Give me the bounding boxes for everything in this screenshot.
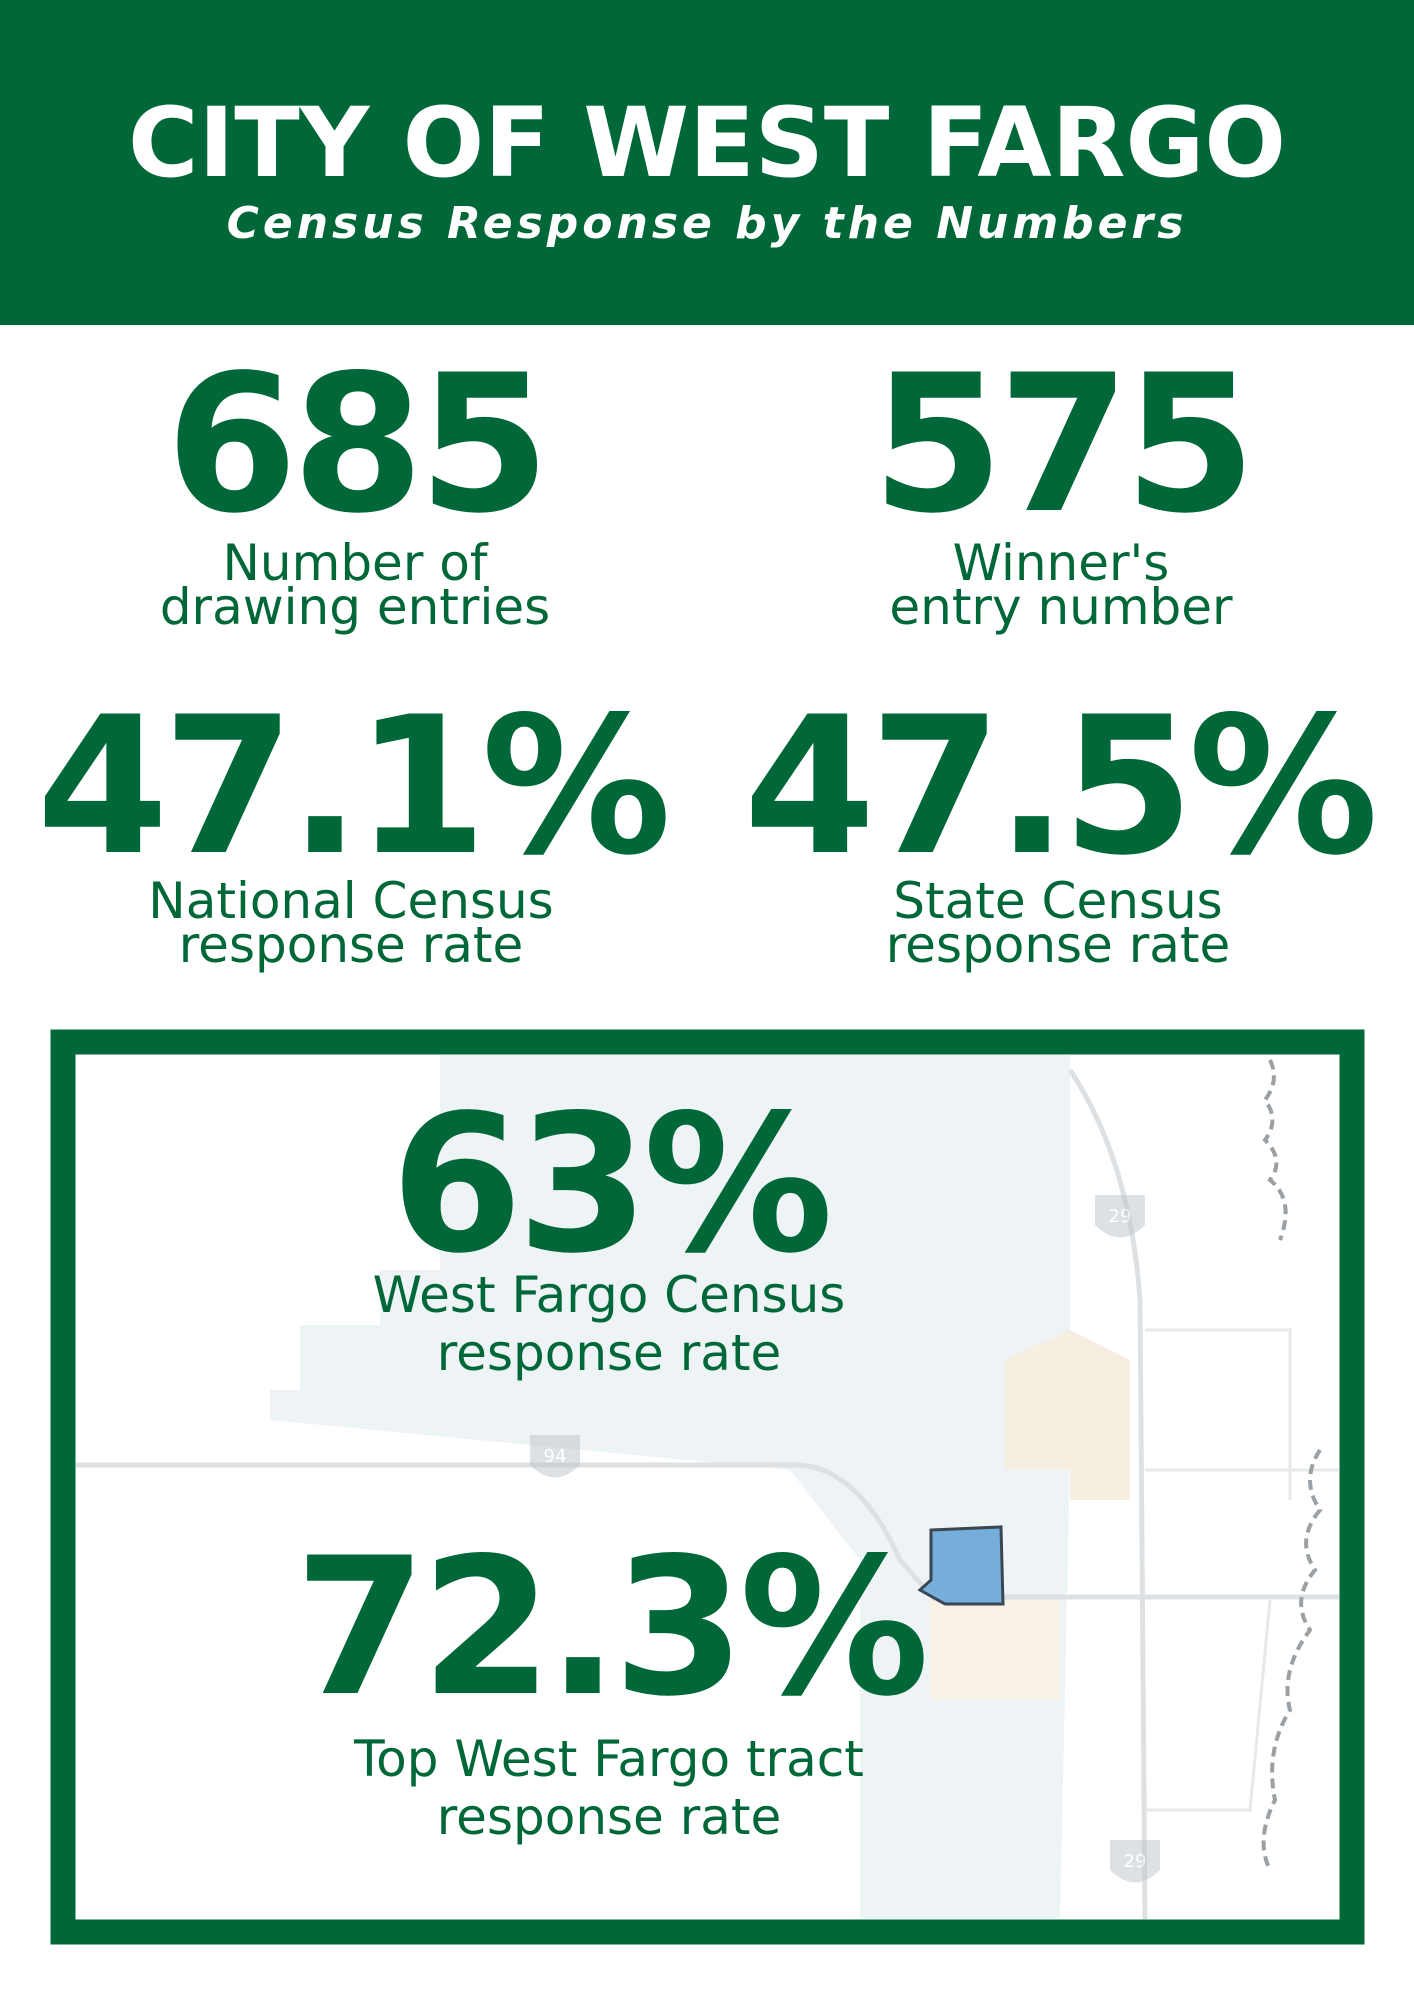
- stat-value: 47.1%: [36, 676, 666, 897]
- stat-value: 63%: [391, 1074, 828, 1295]
- stat-label: Number of: [223, 534, 489, 592]
- road: [1145, 1328, 1339, 1812]
- tract-area: [930, 1600, 1060, 1700]
- stat-label: West Fargo Census: [373, 1266, 846, 1324]
- shield: [1110, 1840, 1160, 1883]
- stat-label: response rate: [437, 1324, 782, 1382]
- shield: [530, 1435, 580, 1478]
- stat-value: 575: [872, 334, 1251, 555]
- stat-value: 72.3%: [294, 1517, 924, 1738]
- stat-label: response rate: [886, 916, 1231, 974]
- stat-value: 685: [166, 334, 545, 555]
- stat-label: National Census: [148, 872, 553, 930]
- stat-value: 47.5%: [743, 676, 1373, 897]
- city-area: [270, 1055, 1070, 1919]
- stat-label: Winner's: [953, 534, 1170, 592]
- road: [76, 1462, 937, 1602]
- shield-label: 29: [1109, 1206, 1132, 1227]
- stat-label: response rate: [437, 1788, 782, 1846]
- header-band: [0, 0, 1414, 325]
- stat-label: drawing entries: [160, 578, 550, 636]
- shield: [1095, 1195, 1145, 1238]
- map-frame: [50, 1029, 1365, 1945]
- stat-label: entry number: [889, 578, 1233, 636]
- map: 29 94 29: [76, 1055, 1339, 1920]
- shield-label: 94: [544, 1446, 567, 1467]
- top-tract: [917, 1525, 1005, 1606]
- tract-area: [1005, 1330, 1130, 1500]
- river: [1261, 1059, 1323, 1871]
- stat-label: response rate: [179, 916, 524, 974]
- subtitle: Census Response by the Numbers: [227, 198, 1188, 249]
- title: CITY OF WEST FARGO: [128, 87, 1286, 199]
- stat-label: Top West Fargo tract: [353, 1730, 864, 1788]
- road: [1067, 1068, 1148, 1920]
- stat-label: State Census: [893, 872, 1222, 930]
- shield-label: 29: [1124, 1851, 1147, 1872]
